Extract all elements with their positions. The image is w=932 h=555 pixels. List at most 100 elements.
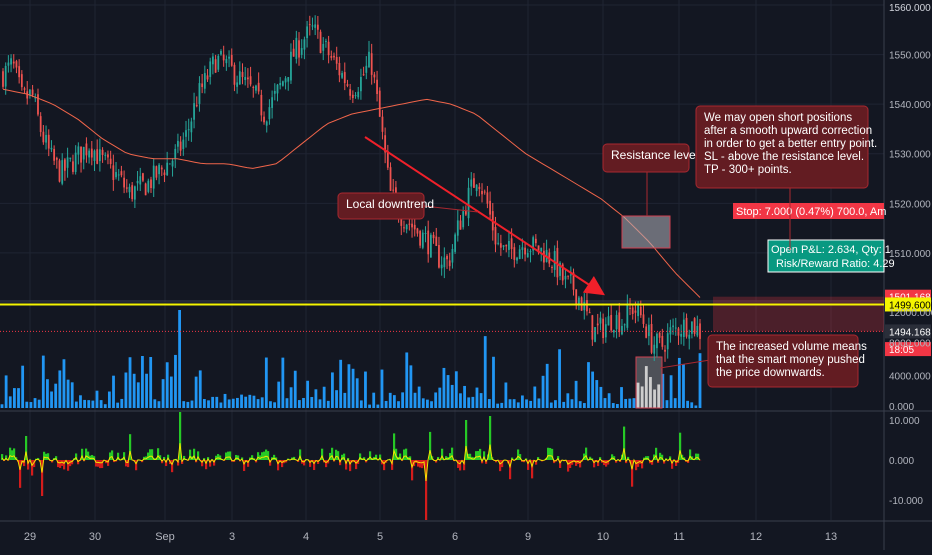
volume-bar [409,365,412,408]
volume-bar [162,379,165,408]
candle-body [357,92,359,98]
candle-body [349,89,351,96]
price-tick-label: 1520.000 [889,199,931,210]
candle-body [460,221,462,230]
volume-bar [125,373,128,408]
note-local-downtrend[interactable]: Local downtrend [338,193,434,219]
candle-body [610,315,612,330]
candle-body [64,159,66,170]
time-tick-label: 29 [24,531,36,543]
note-short-positions-text: after a smooth upward correction [704,125,872,137]
candle-body [365,66,367,73]
candle-body [199,83,201,104]
oscillator-bar [13,448,15,460]
candle-body [158,165,160,174]
volume-bar [389,393,392,408]
candle-body [659,333,661,338]
oscillator-bar [405,449,407,460]
candle-body [72,161,74,172]
candle-body [5,66,7,87]
note-resistance-level[interactable]: Resistance level [603,144,698,172]
oscillator-bar [355,460,357,469]
volume-bar [42,356,45,408]
candle-body [591,315,593,339]
oscillator-bar [91,455,93,460]
candle-body [139,176,141,184]
candle-body [543,251,545,263]
volume-bar [686,401,689,408]
candle-body [570,274,572,275]
candle-body [530,251,532,252]
oscillator-bar [281,460,283,467]
volume-bar [63,359,66,408]
volume-bar [133,374,136,408]
volume-bar [302,398,305,408]
candle-body [258,83,260,92]
volume-bar [232,399,235,408]
resistance-zone-box [622,216,670,248]
volume-bar [455,371,458,408]
candle-body [505,245,507,247]
candle-body [470,180,472,187]
candle-body [32,90,34,95]
oscillator-bar [157,448,159,460]
candle-body [333,56,335,58]
volume-bar [25,402,28,408]
volume-bar [694,405,697,408]
candle-body [75,153,77,172]
candle-body [2,71,4,87]
volume-tick-label: 12000.000 [889,308,932,319]
volume-bar [488,399,491,408]
time-tick-label: Sep [155,531,175,543]
volume-bar [633,398,636,408]
candle-body [180,142,182,151]
candle-body [411,224,413,228]
candle-body [629,308,631,309]
volume-bar [257,399,260,408]
volume-bar [58,370,61,408]
candle-body [500,243,502,247]
candle-body [96,149,98,164]
volume-bar [438,388,441,408]
candle-body [290,52,292,81]
volume-bar [459,393,462,408]
candle-body [452,249,454,263]
volume-bar [517,402,520,408]
candle-body [473,178,475,188]
volume-bar [348,364,351,408]
candle-body [643,314,645,324]
candle-body [153,166,155,189]
volume-bar [529,401,532,408]
volume-bar [443,368,446,408]
candle-body [193,103,195,120]
candle-body [392,190,394,191]
candle-body [645,326,647,337]
volume-bar [608,393,611,408]
candle-body [255,86,257,91]
volume-bar [294,371,297,408]
candle-body [147,181,149,192]
oscillator-bar [383,460,385,470]
volume-tick-label: 4000.000 [889,371,931,382]
candle-body [59,160,61,181]
time-tick-label: 9 [525,531,531,543]
volume-bar [269,401,272,408]
candle-body [94,151,96,161]
candle-body [468,188,470,218]
candle-body [347,84,349,86]
candle-body [16,61,18,67]
volume-bar [261,397,264,408]
candle-body [651,324,653,353]
volume-bar [571,399,574,408]
time-tick-label: 3 [229,531,235,543]
candle-body [390,167,392,191]
volume-bar [182,401,185,408]
volume-bar [54,384,57,408]
candle-body [487,192,489,203]
candle-body [608,316,610,325]
volume-bar [624,399,627,408]
candle-body [142,173,144,180]
